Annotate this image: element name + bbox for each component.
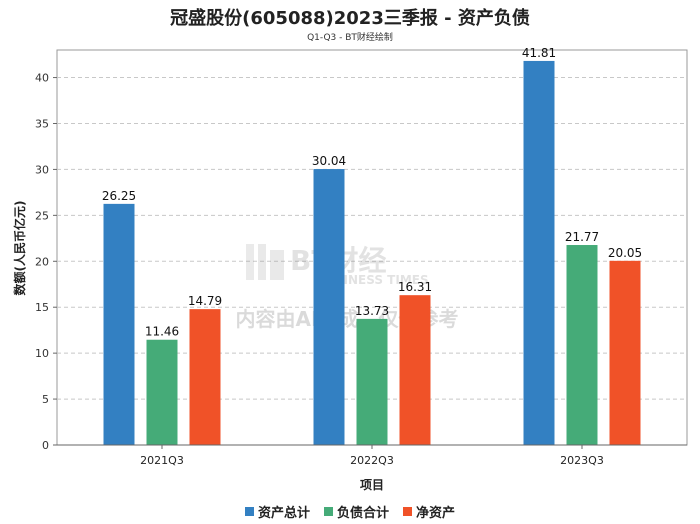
- data-label: 13.73: [355, 304, 389, 318]
- bar: [146, 339, 178, 445]
- legend: 资产总计 负债合计 净资产: [0, 502, 700, 521]
- bar: [189, 309, 221, 445]
- data-label: 20.05: [608, 246, 642, 260]
- x-tick-label: 2023Q3: [560, 454, 604, 467]
- x-tick-label: 2022Q3: [350, 454, 394, 467]
- data-label: 41.81: [522, 46, 556, 60]
- bar: [103, 203, 135, 445]
- data-label: 16.31: [398, 280, 432, 294]
- data-label: 30.04: [312, 154, 346, 168]
- x-axis-title: 项目: [360, 478, 384, 492]
- data-label: 26.25: [102, 189, 136, 203]
- y-tick-label: 30: [35, 163, 49, 176]
- bar: [566, 245, 598, 445]
- y-tick-label: 15: [35, 301, 49, 314]
- legend-swatch: [403, 507, 412, 516]
- bt-logo-icon: [246, 244, 284, 280]
- x-axis-ticks: 2021Q3 2022Q3 2023Q3: [57, 444, 687, 467]
- legend-swatch: [323, 507, 333, 516]
- x-tick-label: 2021Q3: [140, 454, 184, 467]
- chart-title: 冠盛股份(605088)2023三季报 - 资产负债: [170, 8, 530, 29]
- data-label: 21.77: [565, 230, 599, 244]
- legend-label: 净资产: [416, 506, 456, 521]
- data-label: 14.79: [188, 294, 222, 308]
- y-axis-title: 数额(人民币亿元): [12, 201, 27, 296]
- y-tick-label: 25: [35, 209, 49, 222]
- chart-subtitle: Q1-Q3 - BT财经绘制: [307, 33, 393, 43]
- bar: [523, 60, 555, 445]
- legend-item[interactable]: 负债合计: [323, 502, 389, 521]
- data-labels: 26.25 11.46 14.79 30.04 13.73 16.31 41.81 21.77…: [102, 46, 642, 339]
- y-tick-label: 0: [42, 439, 49, 452]
- data-label: 11.46: [145, 325, 179, 339]
- legend-label: 资产总计: [257, 506, 310, 521]
- y-tick-label: 10: [35, 347, 49, 360]
- legend-item[interactable]: 净资产: [403, 502, 455, 521]
- bar: [356, 318, 388, 445]
- y-tick-label: 5: [42, 393, 49, 406]
- bars: [103, 60, 641, 446]
- bar: [609, 260, 641, 445]
- legend-label: 负债合计: [336, 506, 389, 521]
- legend-swatch: [244, 507, 254, 516]
- y-axis-ticks: 0 5 10 15 20 25 30 35 40: [35, 72, 57, 452]
- y-tick-label: 35: [35, 117, 49, 130]
- legend-item[interactable]: 资产总计: [244, 502, 310, 521]
- y-tick-label: 20: [35, 255, 49, 268]
- y-tick-label: 40: [35, 72, 49, 85]
- bar: [399, 295, 431, 445]
- bar: [313, 169, 345, 446]
